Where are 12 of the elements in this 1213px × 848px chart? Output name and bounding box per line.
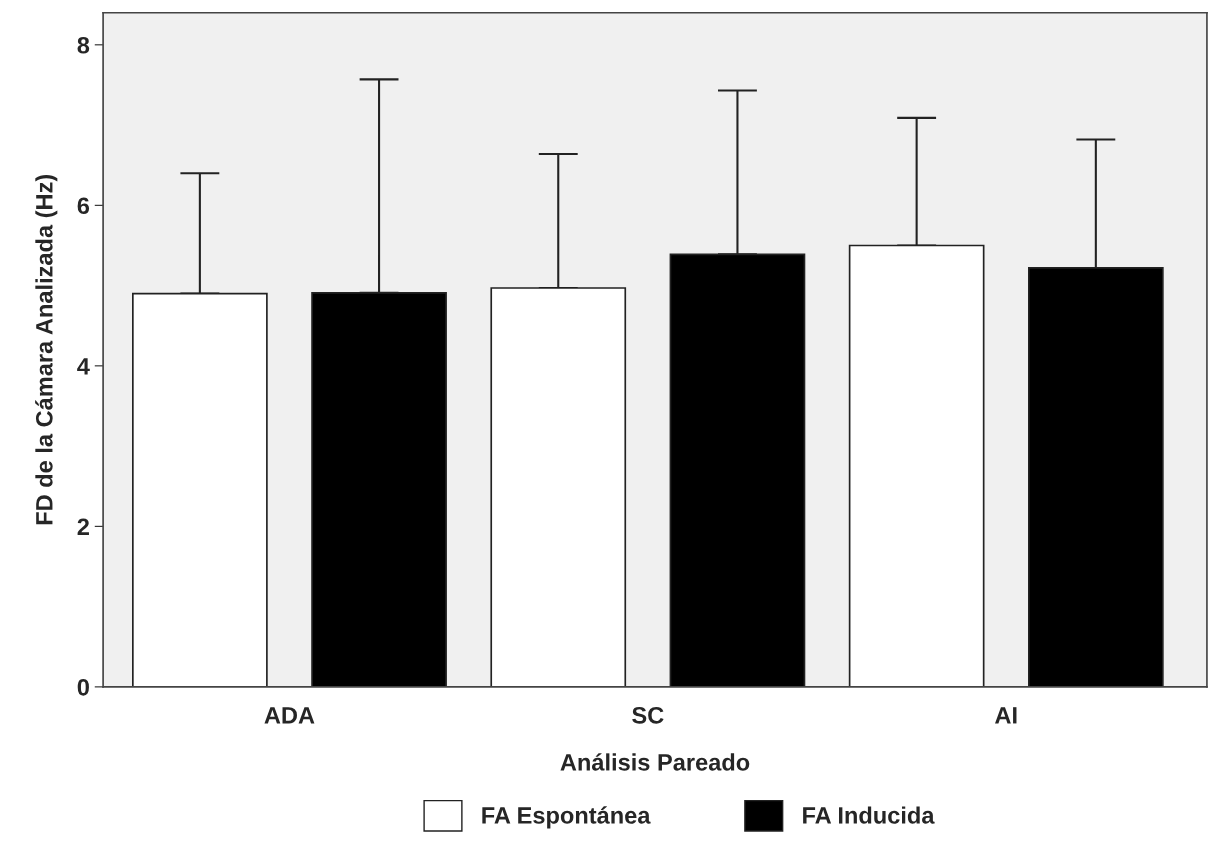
- x-tick-label: ADA: [264, 707, 315, 724]
- y-tick-label: 4: [77, 358, 90, 375]
- y-axis-title: FD de la Cámara Analizada (Hz): [35, 174, 58, 525]
- x-tick-label: AI: [995, 707, 1017, 724]
- y-tick-label: 0: [77, 678, 89, 696]
- y-tick-label: 6: [77, 197, 90, 215]
- legend-label: FA Inducida: [803, 806, 935, 824]
- y-tick-label: 2: [77, 518, 89, 535]
- x-tick-label: SC: [632, 706, 664, 724]
- x-axis-title: Análisis Pareado: [560, 753, 750, 771]
- legend-label: FA Espontánea: [482, 806, 651, 829]
- y-tick-label: 8: [77, 36, 90, 54]
